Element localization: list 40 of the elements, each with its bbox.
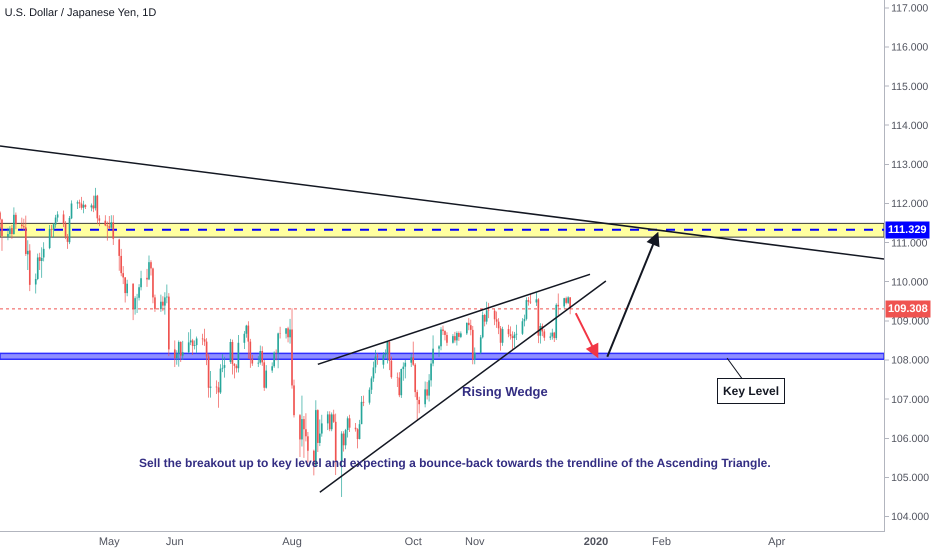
- y-tick-label: 106.000: [891, 432, 930, 445]
- y-tick-label: 109.000: [891, 316, 930, 328]
- y-tick-label: 108.000: [891, 354, 930, 367]
- x-tick-label: 2020: [584, 536, 608, 548]
- candlestick: [82, 200, 84, 214]
- x-tick-label: Aug: [282, 536, 302, 548]
- candlestick: [210, 370, 212, 398]
- y-tick-label: 114.000: [891, 120, 928, 132]
- x-tick-label: Feb: [652, 536, 671, 548]
- candlestick: [289, 318, 291, 344]
- candlestick: [7, 228, 9, 240]
- x-tick-label: Nov: [465, 536, 486, 548]
- candlestick: [218, 382, 220, 408]
- candlestick: [224, 356, 226, 378]
- candlestick: [146, 268, 148, 287]
- candlestick: [528, 297, 530, 306]
- candlestick: [530, 294, 532, 304]
- x-tick-label: Oct: [404, 536, 422, 548]
- y-tick-label: 110.000: [891, 276, 928, 288]
- x-tick-label: May: [98, 536, 120, 548]
- y-tick-label: 107.000: [891, 394, 930, 406]
- y-tick-label: 105.000: [891, 472, 930, 484]
- y-tick-label: 117.000: [891, 2, 928, 15]
- candlestick: [303, 416, 305, 458]
- y-tick-label: 115.000: [891, 80, 928, 93]
- text: U.S. Dollar / Japanese Yen, 1D: [4, 6, 156, 19]
- annotation: Rising Wedge: [462, 384, 548, 399]
- y-tick-label: 116.000: [891, 42, 928, 54]
- ref-line-label: 109.308: [888, 303, 928, 315]
- y-tick-label: 113.000: [891, 159, 928, 172]
- candlestick: [76, 200, 78, 209]
- y-tick-label: 104.000: [891, 511, 930, 524]
- candlestick: [376, 353, 378, 365]
- candlestick: [78, 200, 80, 208]
- x-tick-label: Apr: [768, 536, 786, 548]
- ref-line-label: 111.329: [888, 224, 927, 236]
- y-tick-label: 112.000: [891, 198, 928, 210]
- annotation: Key Level: [723, 384, 780, 398]
- x-tick-label: Jun: [166, 536, 184, 548]
- y-tick-label: 111.000: [891, 237, 928, 250]
